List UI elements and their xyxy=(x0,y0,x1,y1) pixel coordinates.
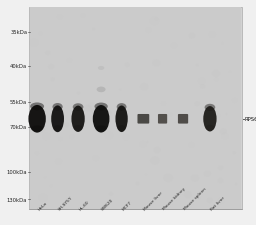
Ellipse shape xyxy=(51,106,64,133)
Text: 35kDa: 35kDa xyxy=(10,30,27,35)
Text: 55kDa: 55kDa xyxy=(10,100,27,105)
Bar xyxy=(29,8,242,209)
Text: 100kDa: 100kDa xyxy=(7,170,27,175)
Ellipse shape xyxy=(30,103,44,111)
Ellipse shape xyxy=(94,103,108,111)
FancyBboxPatch shape xyxy=(158,115,167,124)
Ellipse shape xyxy=(205,125,215,131)
Ellipse shape xyxy=(95,126,107,132)
Text: Mouse liver: Mouse liver xyxy=(143,190,164,210)
Ellipse shape xyxy=(52,104,63,111)
Text: MCF7: MCF7 xyxy=(122,199,133,210)
Text: SW620: SW620 xyxy=(101,197,115,210)
Text: SH-SY5Y: SH-SY5Y xyxy=(58,195,73,210)
Text: HL-60: HL-60 xyxy=(78,199,90,210)
Ellipse shape xyxy=(205,104,215,111)
FancyBboxPatch shape xyxy=(178,115,188,124)
FancyBboxPatch shape xyxy=(137,115,149,124)
Text: 40kDa: 40kDa xyxy=(10,64,27,69)
Ellipse shape xyxy=(98,67,104,71)
Text: Mouse spleen: Mouse spleen xyxy=(183,187,207,210)
Ellipse shape xyxy=(71,106,85,132)
Text: HeLa: HeLa xyxy=(37,200,48,210)
Ellipse shape xyxy=(28,106,46,133)
Text: RPS6KB2: RPS6KB2 xyxy=(244,117,256,122)
Ellipse shape xyxy=(117,126,126,131)
Text: 130kDa: 130kDa xyxy=(7,197,27,202)
Bar xyxy=(30,8,241,209)
Ellipse shape xyxy=(73,104,83,111)
Text: 70kDa: 70kDa xyxy=(10,125,27,130)
Ellipse shape xyxy=(203,107,217,132)
Text: Rat liver: Rat liver xyxy=(210,195,226,210)
Text: Mouse kidney: Mouse kidney xyxy=(163,186,187,210)
Ellipse shape xyxy=(31,126,43,132)
Ellipse shape xyxy=(117,104,126,111)
Ellipse shape xyxy=(93,106,110,133)
Ellipse shape xyxy=(115,106,128,133)
Ellipse shape xyxy=(53,126,62,131)
Ellipse shape xyxy=(73,126,83,131)
Ellipse shape xyxy=(97,87,106,93)
